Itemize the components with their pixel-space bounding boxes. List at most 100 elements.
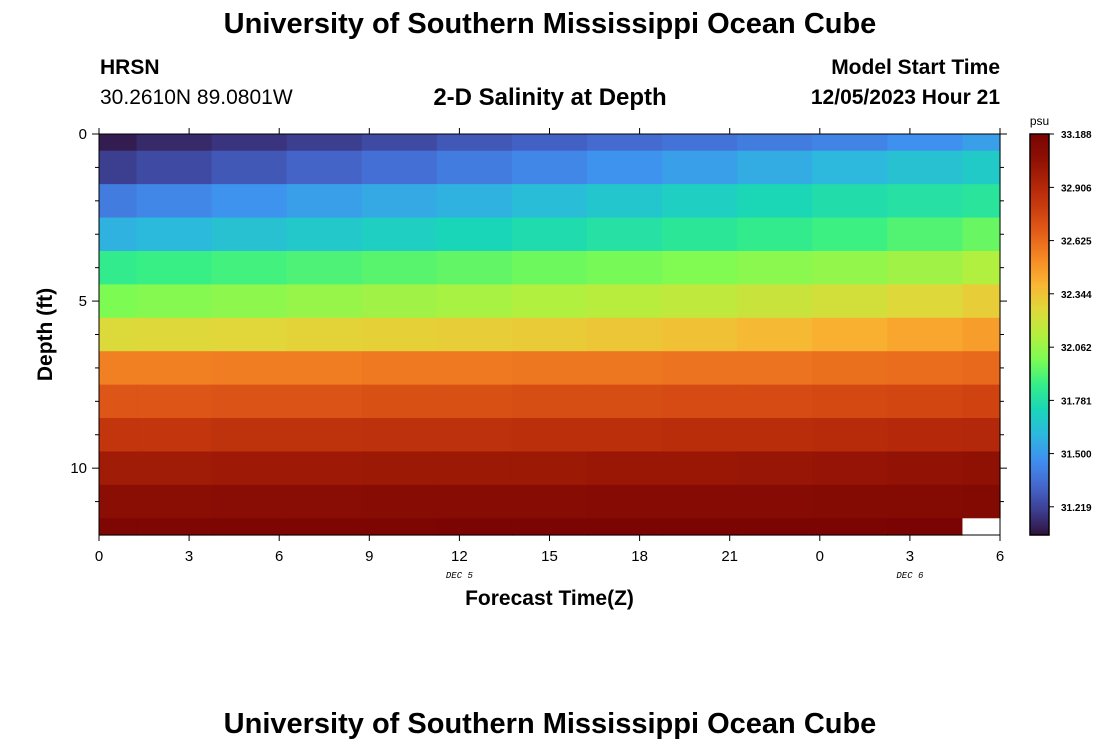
heatmap-cell: [286, 351, 363, 386]
heatmap-cell: [286, 384, 363, 419]
heatmap-cell: [737, 317, 813, 352]
x-tick-label: 6: [275, 548, 283, 565]
heatmap-cell: [361, 134, 438, 152]
heatmap-cell: [136, 484, 213, 519]
heatmap-cell: [436, 451, 513, 486]
heatmap-cell: [887, 451, 964, 486]
heatmap-cell: [812, 217, 888, 252]
heatmap-cell: [962, 250, 1001, 285]
heatmap-cell: [136, 284, 213, 319]
heatmap-cells: [99, 134, 1001, 536]
heatmap-cell: [211, 250, 288, 285]
heatmap-cell: [286, 250, 363, 285]
heatmap-cell: [211, 384, 288, 419]
heatmap-cell: [286, 418, 363, 453]
heatmap-cell: [962, 384, 1001, 419]
heatmap-cell: [361, 384, 438, 419]
heatmap-cell: [136, 451, 213, 486]
heatmap-cell: [962, 484, 1001, 519]
y-tick-label: 5: [79, 293, 87, 310]
colorbar-tick-label: 32.906: [1061, 183, 1092, 194]
heatmap-cell: [812, 484, 888, 519]
y-tick-label: 10: [70, 460, 87, 477]
heatmap-cell: [361, 217, 438, 252]
heatmap-cell: [662, 484, 738, 519]
heatmap-cell: [587, 284, 663, 319]
heatmap-cell: [286, 184, 363, 219]
heatmap-cell: [587, 518, 663, 536]
heatmap-cell: [662, 250, 738, 285]
heatmap-cell: [812, 134, 888, 152]
model-start-date: 12/05/2023 Hour 21: [810, 86, 1000, 109]
heatmap-cell: [587, 250, 663, 285]
heatmap-cell: [436, 351, 513, 386]
heatmap-cell: [587, 351, 663, 386]
heatmap-cell: [887, 134, 964, 152]
x-tick-label: 3: [185, 548, 193, 565]
x-tick-label: 12: [451, 548, 468, 565]
heatmap-cell: [211, 134, 288, 152]
heatmap-cell: [511, 351, 588, 386]
x-tick-label: 21: [721, 548, 738, 565]
heatmap-cell: [136, 184, 213, 219]
heatmap-cell: [812, 518, 888, 536]
heatmap-cell: [361, 284, 438, 319]
heatmap-cell: [361, 184, 438, 219]
heatmap-cell: [436, 317, 513, 352]
heatmap-cell: [812, 184, 888, 219]
heatmap-cell: [737, 484, 813, 519]
heatmap-cell: [136, 150, 213, 185]
heatmap-cell: [812, 284, 888, 319]
heatmap-cell: [511, 284, 588, 319]
heatmap-cell: [211, 518, 288, 536]
heatmap-cell: [361, 351, 438, 386]
heatmap-cell: [662, 317, 738, 352]
heatmap-cell: [812, 451, 888, 486]
x-tick-label: 0: [95, 548, 103, 565]
heatmap-cell: [361, 484, 438, 519]
heatmap-cell: [587, 217, 663, 252]
heatmap-cell: [511, 217, 588, 252]
heatmap-cell: [286, 484, 363, 519]
x-tick-label: 3: [906, 548, 914, 565]
heatmap-cell: [812, 317, 888, 352]
heatmap-cell: [211, 351, 288, 386]
heatmap-cell: [587, 134, 663, 152]
x-date-label: DEC 6: [896, 571, 924, 581]
heatmap-cell: [587, 384, 663, 419]
heatmap-cell: [99, 451, 138, 486]
heatmap-cell: [511, 451, 588, 486]
heatmap-cell: [99, 217, 138, 252]
heatmap-cell: [662, 184, 738, 219]
station-name: HRSN: [100, 56, 160, 79]
heatmap-cell: [436, 150, 513, 185]
heatmap-cell: [286, 217, 363, 252]
heatmap-cell: [436, 384, 513, 419]
heatmap-cell: [361, 317, 438, 352]
heatmap-cell: [812, 418, 888, 453]
heatmap-cell: [662, 284, 738, 319]
heatmap-cell: [511, 250, 588, 285]
heatmap-cell: [361, 451, 438, 486]
heatmap-cell: [812, 250, 888, 285]
colorbar-tick-label: 33.188: [1061, 130, 1092, 141]
heatmap-cell: [99, 184, 138, 219]
y-axis-title: Depth (ft): [34, 288, 57, 381]
heatmap-cell: [361, 418, 438, 453]
heatmap-cell: [887, 418, 964, 453]
heatmap-cell: [662, 384, 738, 419]
heatmap-cell: [361, 518, 438, 536]
heatmap-cell: [962, 351, 1001, 386]
heatmap-cell: [962, 217, 1001, 252]
heatmap-cell: [436, 250, 513, 285]
heatmap-cell: [436, 184, 513, 219]
heatmap-cell: [587, 451, 663, 486]
colorbar-tick-label: 32.625: [1061, 237, 1092, 248]
heatmap-cell: [511, 317, 588, 352]
heatmap-cell: [962, 134, 1001, 152]
x-tick-label: 6: [996, 548, 1004, 565]
colorbar: psu 33.188 32.906 32.625 32.344 32.062 31.781 3…: [1029, 114, 1092, 536]
heatmap-cell: [962, 518, 1001, 536]
heatmap-cell: [587, 150, 663, 185]
